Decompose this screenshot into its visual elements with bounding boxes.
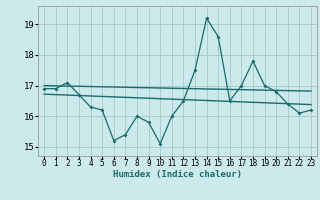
- X-axis label: Humidex (Indice chaleur): Humidex (Indice chaleur): [113, 170, 242, 179]
